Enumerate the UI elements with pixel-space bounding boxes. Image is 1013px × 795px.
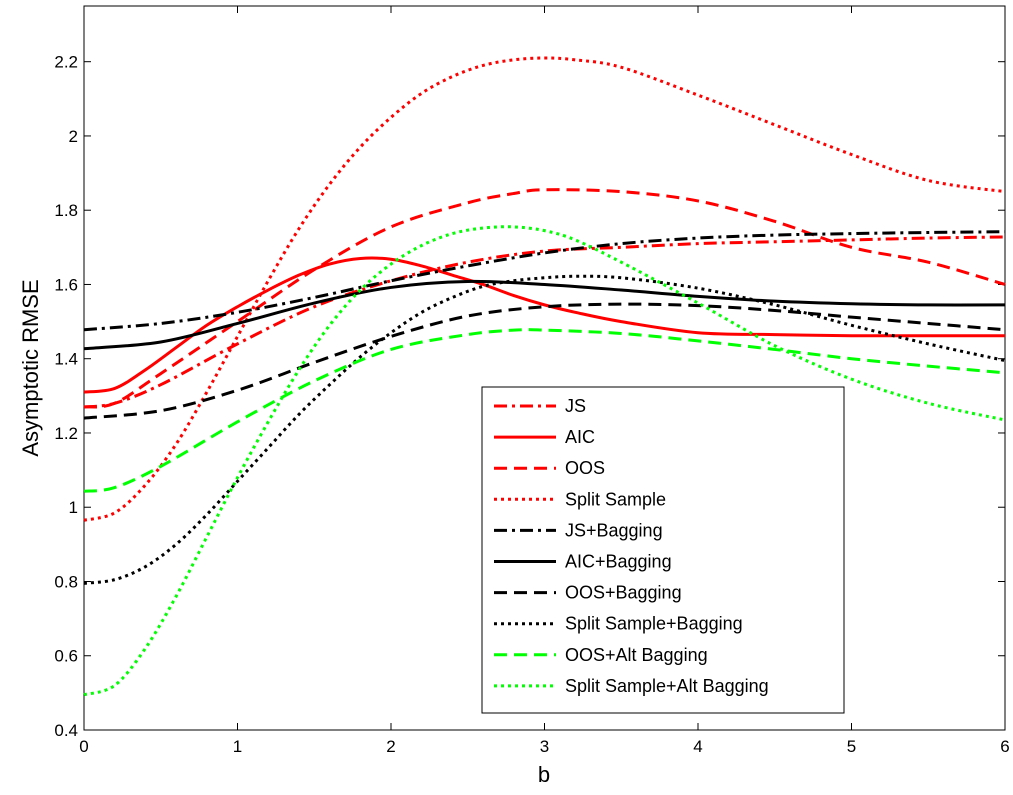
series-line-oos-alt-bagging	[83, 328, 1006, 493]
x-tick-label: 3	[540, 737, 549, 756]
legend-label-aic-bagging: AIC+Bagging	[565, 552, 672, 572]
x-tick-label: 1	[233, 737, 242, 756]
y-axis-ticks: 0.4 0.6 0.8 1 1.2 1.4 1.6 1.8 2 2.2	[54, 53, 1005, 740]
y-axis-title: Asymptotic RMSE	[18, 279, 43, 456]
x-axis-ticks: 0 1 2 3 4 5 6	[79, 6, 1010, 756]
x-tick-label: 5	[847, 737, 856, 756]
series-line-split-sample-bagging	[83, 274, 1006, 585]
legend-label-split-sample: Split Sample	[565, 489, 666, 509]
series-lines	[83, 56, 1006, 697]
series-line-aic	[83, 256, 1005, 394]
x-tick-label: 4	[693, 737, 702, 756]
y-tick-label: 2.2	[54, 53, 78, 72]
legend-label-aic: AIC	[565, 427, 595, 447]
series-line-oos-bagging	[83, 302, 1006, 420]
x-tick-label: 2	[386, 737, 395, 756]
legend-label-split-sample-alt-bagging: Split Sample+Alt Bagging	[565, 676, 769, 696]
y-tick-label: 2	[69, 127, 78, 146]
legend-label-oos: OOS	[565, 458, 605, 478]
legend-label-js: JS	[565, 396, 586, 416]
y-tick-label: 1.8	[54, 201, 78, 220]
y-tick-label: 1.2	[54, 424, 78, 443]
y-tick-label: 0.4	[54, 721, 78, 740]
legend-label-split-sample-bagging: Split Sample+Bagging	[565, 614, 743, 634]
series-line-oos	[83, 188, 1006, 409]
y-tick-label: 0.8	[54, 572, 78, 591]
y-tick-label: 0.6	[54, 647, 78, 666]
x-axis-title: b	[538, 762, 550, 787]
x-tick-label: 6	[1000, 737, 1009, 756]
y-tick-label: 1	[69, 498, 78, 517]
legend-box	[481, 386, 845, 714]
legend-label-oos-bagging: OOS+Bagging	[565, 583, 682, 603]
series-line-js	[83, 235, 1006, 409]
legend-label-js-bagging: JS+Bagging	[565, 520, 663, 540]
x-tick-label: 0	[79, 737, 88, 756]
series-line-aic-bagging	[83, 279, 1006, 351]
y-tick-label: 1.6	[54, 275, 78, 294]
legend-label-oos-alt-bagging: OOS+Alt Bagging	[565, 645, 708, 665]
legend: JS AIC OOS Split Sample JS+Bagging AIC+Baggin…	[481, 386, 845, 714]
y-tick-label: 1.4	[54, 350, 78, 369]
